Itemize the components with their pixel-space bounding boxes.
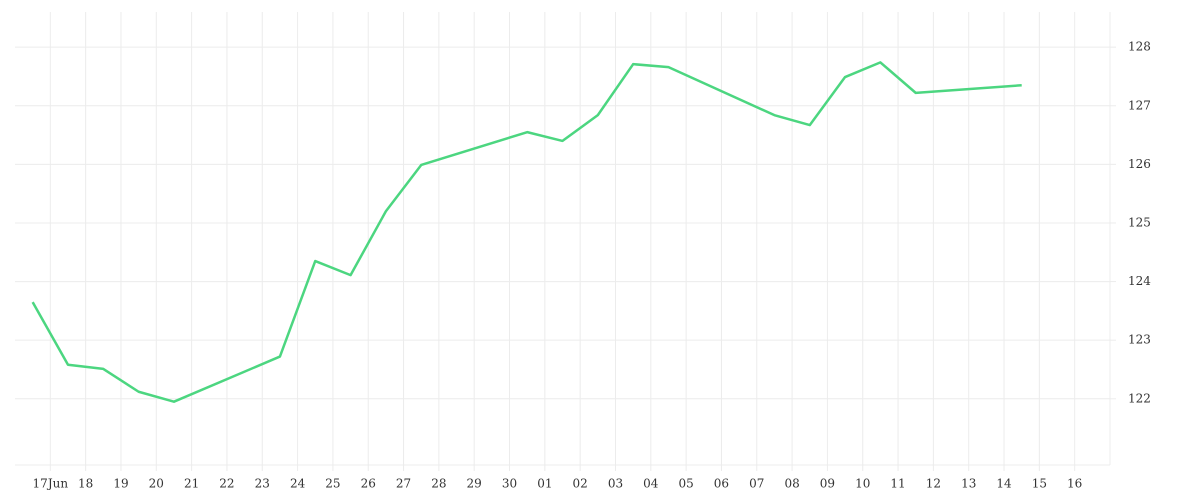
x-tick-label: 22 (219, 477, 234, 491)
x-tick-label: 08 (784, 477, 799, 491)
x-tick-label: 30 (502, 477, 517, 491)
x-tick-label: 07 (749, 477, 764, 491)
x-tick-label: 29 (467, 477, 482, 491)
y-tick-label: 128 (1128, 40, 1151, 54)
x-tick-label: 03 (608, 477, 623, 491)
x-tick-label: 02 (573, 477, 588, 491)
x-tick-label: 21 (184, 477, 199, 491)
x-tick-label: 05 (678, 477, 693, 491)
x-tick-label: 14 (996, 477, 1012, 491)
y-tick-label: 127 (1128, 98, 1151, 112)
x-tick-label: 13 (961, 477, 976, 491)
x-tick-label: 24 (290, 477, 306, 491)
y-tick-label: 124 (1128, 274, 1151, 288)
x-tick-label: 26 (361, 477, 376, 491)
x-tick-label: 12 (926, 477, 941, 491)
x-tick-label: 06 (714, 477, 729, 491)
x-tick-label: 16 (1067, 477, 1082, 491)
line-series (31, 61, 1022, 403)
x-tick-label: 18 (78, 477, 93, 491)
y-tick-label: 126 (1128, 157, 1151, 171)
x-tick-label: 11 (890, 477, 905, 491)
x-tick-label: 23 (255, 477, 270, 491)
y-tick-label: 125 (1128, 215, 1151, 229)
x-tick-label: 27 (396, 477, 411, 491)
y-tick-label: 122 (1128, 391, 1151, 405)
x-tick-label: 17Jun (33, 477, 69, 491)
x-tick-label: 09 (820, 477, 835, 491)
x-tick-label: 04 (643, 477, 659, 491)
x-tick-label: 20 (149, 477, 164, 491)
x-tick-label: 25 (325, 477, 340, 491)
x-tick-label: 01 (537, 477, 552, 491)
y-tick-label: 123 (1128, 333, 1151, 347)
x-tick-label: 28 (431, 477, 446, 491)
x-tick-label: 15 (1032, 477, 1047, 491)
x-tick-label: 19 (113, 477, 128, 491)
x-tick-label: 10 (855, 477, 870, 491)
